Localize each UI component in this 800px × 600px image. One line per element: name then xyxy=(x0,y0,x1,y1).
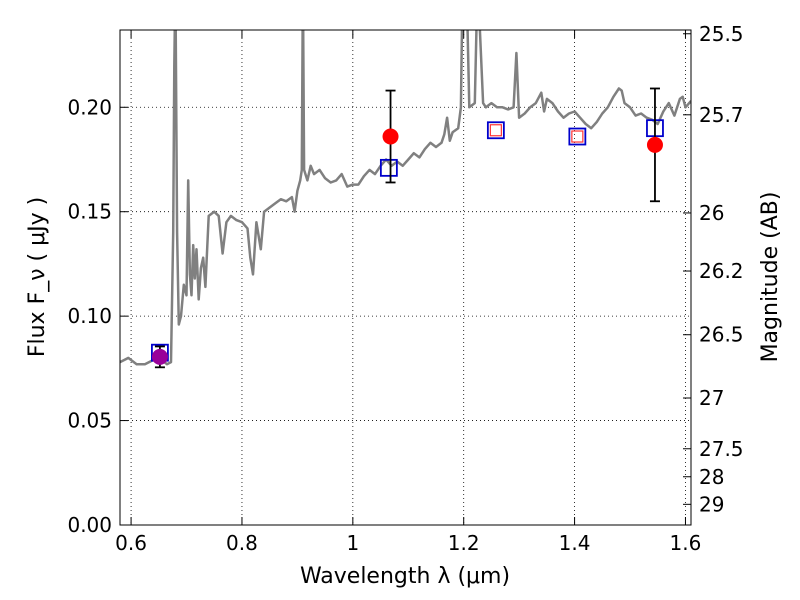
y2-axis-label: Magnitude (AB) xyxy=(758,192,783,363)
small-red-box xyxy=(571,130,584,143)
observed-point xyxy=(151,348,168,365)
plot-frame xyxy=(119,29,692,526)
y-axis-label: Flux F_ν ( μJy ) xyxy=(25,197,50,357)
y2-tick-label: 25.7 xyxy=(699,103,744,127)
small-red-box xyxy=(489,124,502,137)
plot-area xyxy=(120,30,691,366)
y2-tick-label: 29 xyxy=(699,492,724,516)
x-tick-label: 1.6 xyxy=(670,531,702,555)
y-tick-label: 0.10 xyxy=(67,304,112,328)
x-axis-label: Wavelength λ (μm) xyxy=(300,564,510,589)
model-box xyxy=(568,127,587,146)
y2-tick-label: 26 xyxy=(699,201,724,225)
observed-point xyxy=(382,128,399,145)
y2-tick-label: 26.5 xyxy=(699,323,744,347)
y-tick-label: 0.05 xyxy=(67,409,112,433)
ticks: 0.6 0.8 1 1.2 1.4 1.6 0.00 0.05 0.10 0.15 0.20 25.5… xyxy=(67,22,743,555)
x-tick-label: 0.6 xyxy=(115,531,147,555)
y-tick-label: 0.15 xyxy=(67,200,112,224)
error-bars xyxy=(151,87,664,369)
y2-tick-label: 28 xyxy=(699,465,724,489)
x-tick-label: 1 xyxy=(346,531,359,555)
x-tick-label: 1.4 xyxy=(559,531,591,555)
x-tick-label: 1.2 xyxy=(448,531,480,555)
y2-tick-label: 26.2 xyxy=(699,259,744,283)
observed-point xyxy=(646,136,663,153)
model-box xyxy=(486,121,505,140)
model-box xyxy=(379,158,398,177)
sed-series-line xyxy=(120,30,691,366)
y-tick-label: 0.20 xyxy=(67,95,112,119)
y-tick-label: 0.00 xyxy=(67,513,112,537)
y2-tick-label: 27 xyxy=(699,386,724,410)
y2-tick-label: 27.5 xyxy=(699,437,744,461)
grid xyxy=(120,30,691,526)
y2-tick-label: 25.5 xyxy=(699,22,744,46)
x-tick-label: 0.8 xyxy=(226,531,258,555)
